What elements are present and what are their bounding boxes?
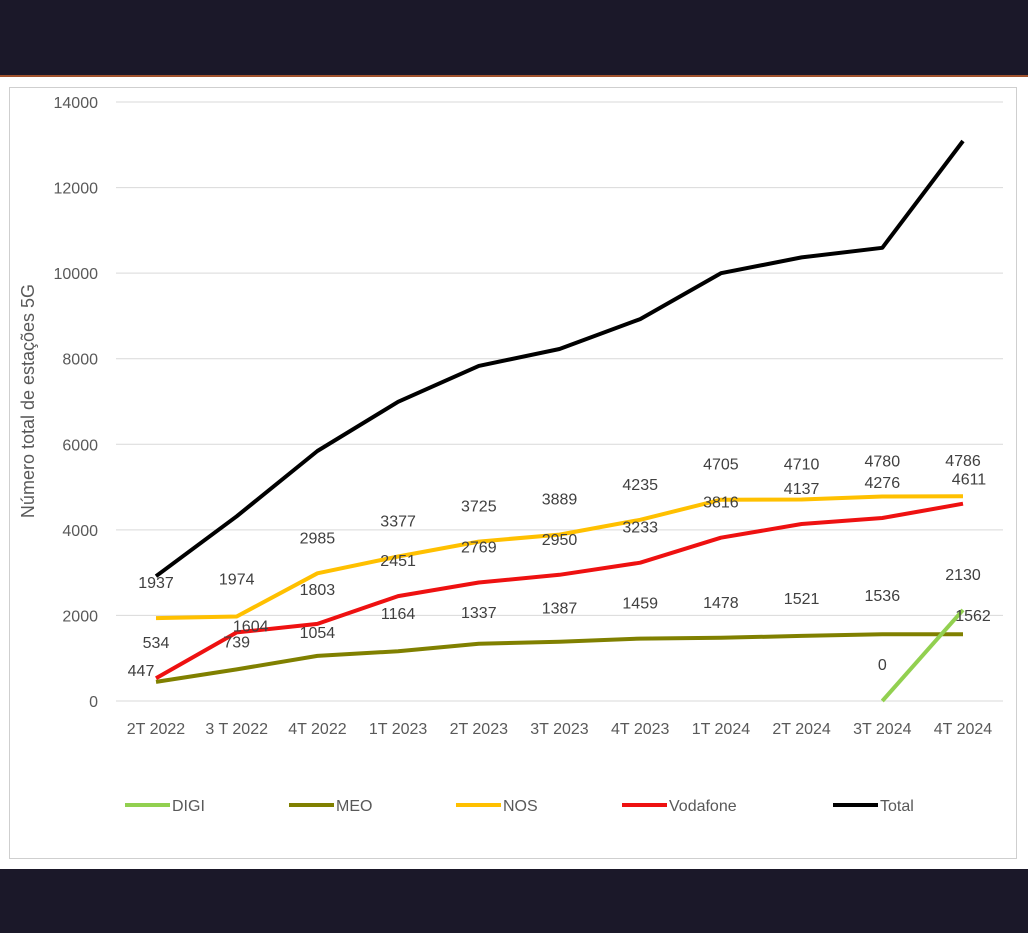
data-label-meo: 1164 <box>381 606 416 623</box>
y-axis-ticks: 0 2000 4000 6000 8000 10000 12000 14000 <box>54 95 99 711</box>
data-label-meo: 1337 <box>461 605 497 622</box>
series-line-meo <box>155 632 963 684</box>
data-label-meo: 1054 <box>300 625 336 642</box>
data-label-digi: 2130 <box>945 567 981 584</box>
x-axis-ticks: 2T 2022 3 T 2022 4T 2022 1T 2023 2T 2023 3T 2… <box>127 721 993 738</box>
data-label-vodafone: 3233 <box>622 520 658 537</box>
data-label-vodafone: 2769 <box>461 540 497 557</box>
y-tick-label: 0 <box>89 694 98 711</box>
data-label-vodafone: 4611 <box>952 472 987 489</box>
x-tick-label: 4T 2023 <box>611 721 670 738</box>
y-tick-label: 6000 <box>62 437 98 454</box>
y-tick-label: 8000 <box>62 352 98 369</box>
y-tick-label: 10000 <box>54 266 99 283</box>
data-labels: 0 2130 447 739 1054 1164 1337 1387 1459 1478 1521 1… <box>128 453 991 680</box>
data-label-nos: 3725 <box>461 499 497 516</box>
data-label-vodafone: 2451 <box>380 553 416 570</box>
data-label-meo: 739 <box>223 634 250 651</box>
data-label-nos: 4705 <box>703 457 739 474</box>
data-label-meo: 1478 <box>703 595 739 612</box>
data-label-vodafone: 2950 <box>542 532 578 549</box>
data-label-meo: 1459 <box>622 596 658 613</box>
data-label-vodafone: 3816 <box>703 495 739 512</box>
legend-label-total: Total <box>880 798 914 815</box>
data-label-nos: 3889 <box>542 492 578 509</box>
data-label-nos: 4786 <box>945 453 981 470</box>
data-label-nos: 3377 <box>380 514 416 531</box>
data-label-vodafone: 4276 <box>865 475 901 492</box>
data-label-meo: 1562 <box>955 608 991 625</box>
x-tick-label: 2T 2022 <box>127 721 186 738</box>
legend-label-meo: MEO <box>336 798 372 815</box>
legend-label-nos: NOS <box>503 798 538 815</box>
data-label-nos: 2985 <box>300 530 336 547</box>
data-label-meo: 1521 <box>784 591 820 608</box>
x-tick-label: 1T 2023 <box>369 721 428 738</box>
x-tick-label: 3 T 2022 <box>205 721 268 738</box>
x-tick-label: 4T 2024 <box>934 721 993 738</box>
x-tick-label: 2T 2024 <box>772 721 831 738</box>
y-tick-label: 2000 <box>62 608 98 625</box>
chart-panel <box>0 75 1028 869</box>
x-tick-label: 2T 2023 <box>450 721 509 738</box>
y-tick-label: 14000 <box>54 95 99 112</box>
series-line-vodafone <box>155 501 964 680</box>
data-label-vodafone: 4137 <box>784 481 820 498</box>
data-label-nos: 1937 <box>138 575 174 592</box>
legend: DIGI MEO NOS Vodafone Total <box>125 798 914 815</box>
data-label-nos: 4780 <box>865 453 901 470</box>
series-line-nos <box>155 494 964 621</box>
y-axis-label: Número total de estações 5G <box>18 284 38 518</box>
data-label-vodafone: 534 <box>143 635 170 652</box>
data-label-nos: 4710 <box>784 456 820 473</box>
data-label-nos: 4235 <box>622 477 658 494</box>
series-line-digi <box>880 608 965 703</box>
grid <box>116 101 1003 702</box>
x-tick-label: 3T 2023 <box>530 721 589 738</box>
data-label-digi: 0 <box>878 657 887 674</box>
x-tick-label: 4T 2022 <box>288 721 347 738</box>
y-tick-label: 4000 <box>62 523 98 540</box>
chart-frame <box>9 87 1017 859</box>
legend-label-vodafone: Vodafone <box>669 798 737 815</box>
x-tick-label: 3T 2024 <box>853 721 912 738</box>
series-line-total <box>154 139 965 578</box>
data-label-vodafone: 1604 <box>233 618 269 635</box>
x-tick-label: 1T 2024 <box>692 721 751 738</box>
data-label-meo: 1387 <box>542 601 578 618</box>
y-tick-label: 12000 <box>54 181 99 198</box>
data-label-vodafone: 1803 <box>300 582 336 599</box>
series-lines <box>154 139 965 703</box>
data-label-nos: 1974 <box>219 572 255 589</box>
data-label-meo: 1536 <box>865 588 901 605</box>
data-label-meo: 447 <box>128 663 155 680</box>
legend-label-digi: DIGI <box>172 798 205 815</box>
